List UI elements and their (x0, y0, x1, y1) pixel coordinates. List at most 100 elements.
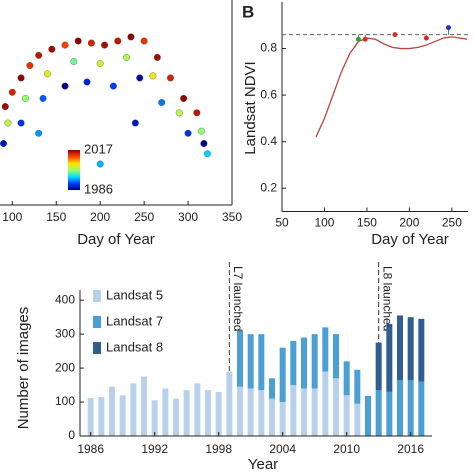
bar-segment (322, 327, 329, 372)
y-axis-label: Landsat NDVI (242, 61, 259, 154)
point (180, 94, 188, 102)
point (197, 127, 205, 135)
legend-swatch (93, 342, 101, 354)
colorbar (68, 150, 80, 190)
bar-segment (237, 386, 243, 436)
point (131, 119, 139, 127)
bar-segment (290, 385, 297, 436)
legend-label: Landsat 7 (106, 313, 163, 328)
bar-segment (418, 318, 425, 382)
bar-segment (279, 402, 286, 436)
bar-segment (386, 391, 393, 436)
point (167, 74, 174, 82)
point (362, 36, 368, 42)
x-tick-label: 1986 (77, 442, 104, 456)
x-axis-label: Day of Year (371, 231, 449, 248)
bar-segment (375, 342, 382, 391)
bar-segment (237, 330, 243, 387)
bar-segment (301, 388, 307, 436)
point (87, 39, 95, 47)
bar-segment (354, 369, 361, 404)
bar-segment (301, 337, 307, 389)
y-tick-label: 0.8 (260, 41, 277, 55)
y-tick-label: 100 (55, 394, 75, 408)
point (445, 25, 451, 31)
point (35, 51, 43, 59)
point (355, 36, 361, 42)
point (184, 129, 192, 137)
bar-segment (386, 323, 393, 392)
bar-segment (354, 403, 361, 436)
point (61, 82, 69, 90)
y-tick-label: 0.4 (260, 134, 277, 148)
point (26, 62, 34, 70)
bar-segment (247, 388, 254, 436)
bar-segment (375, 390, 382, 436)
x-tick-label: 200 (90, 210, 110, 224)
point (423, 35, 429, 41)
legend-label: Landsat 5 (106, 287, 163, 302)
bar-segment (258, 390, 265, 436)
colorbar-label: 1986 (84, 181, 113, 196)
bar-segment (162, 388, 169, 436)
point (96, 160, 104, 168)
bar-segment (141, 376, 147, 436)
point (109, 82, 117, 90)
bar-segment (407, 317, 414, 380)
x-tick-label: 250 (134, 210, 154, 224)
bar-segment (183, 390, 190, 436)
panel-label: B (242, 2, 254, 21)
x-tick-label: 1998 (205, 442, 232, 456)
point (175, 109, 183, 117)
point (193, 109, 201, 117)
bar-segment (311, 334, 318, 389)
bar-segment (119, 395, 126, 436)
point (392, 32, 398, 38)
point (149, 72, 157, 80)
x-axis-label: Year (248, 456, 278, 473)
bar-segment (194, 383, 201, 436)
curve (315, 36, 468, 138)
point (200, 140, 208, 147)
y-tick-label: 0 (68, 428, 75, 442)
x-tick-label: 250 (442, 216, 462, 230)
point (203, 150, 211, 158)
x-tick-label: 2004 (269, 442, 296, 456)
point (83, 78, 91, 86)
bar-segment (109, 386, 115, 436)
bar-segment (269, 378, 275, 399)
bar-segment (269, 398, 275, 436)
bar-segment (247, 334, 254, 389)
x-tick-label: 2016 (397, 442, 424, 456)
bar-segment (87, 397, 94, 436)
point (96, 60, 104, 67)
legend-label: Landsat 8 (106, 339, 163, 354)
bar-segment (333, 378, 339, 436)
legend-swatch (93, 290, 101, 302)
point (101, 41, 109, 49)
y-tick-label: 0.2 (260, 180, 277, 194)
x-tick-label: 2010 (333, 442, 360, 456)
y-tick-label: 0.6 (260, 87, 277, 101)
bar-segment (397, 315, 403, 380)
x-tick-label: 300 (178, 210, 198, 224)
colorbar-label: 2017 (84, 141, 113, 156)
point (35, 129, 43, 137)
x-tick-label: 200 (399, 216, 419, 230)
x-tick-label: 100 (2, 210, 22, 224)
bar-segment (173, 398, 179, 436)
point (39, 94, 47, 102)
point (44, 70, 51, 78)
point (4, 119, 12, 127)
bar-segment (151, 400, 158, 436)
bar-segment (322, 371, 329, 436)
bar-segment (311, 388, 318, 436)
y-axis-label: Number of images (15, 307, 32, 430)
x-tick-label: 350 (222, 210, 242, 224)
point (74, 37, 82, 45)
x-tick-label: 100 (314, 216, 334, 230)
point (48, 45, 56, 53)
annotation: L7 launched (231, 266, 245, 331)
bar-segment (343, 361, 350, 396)
bar-segment (407, 379, 414, 436)
